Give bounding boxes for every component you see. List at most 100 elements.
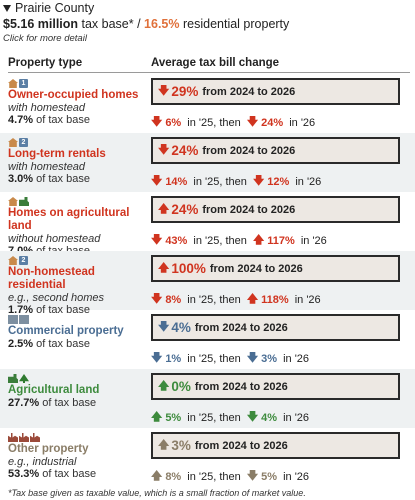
yearly-change-line: 🡇 43% in '25, then 🡅 117% in '26 xyxy=(151,231,327,250)
total-change-value: 29% xyxy=(171,84,199,99)
arrow-up-icon: 🡅 xyxy=(151,470,163,482)
change-2025-value: 43% xyxy=(165,234,188,247)
house-icon xyxy=(8,138,18,147)
total-change-box: 🡇 29% from 2024 to 2026 xyxy=(151,78,400,105)
change-2026-label: in '26 xyxy=(280,411,310,424)
tree-icon xyxy=(19,374,29,383)
residential-percent: 16.5% xyxy=(144,17,180,31)
change-2025-value: 1% xyxy=(165,352,182,365)
property-icons: 2 xyxy=(8,254,148,265)
total-change-range: from 2024 to 2026 xyxy=(209,262,303,275)
change-2025-label: in '25, then xyxy=(184,411,244,424)
property-icons xyxy=(8,372,148,383)
table-row[interactable]: Homes on agricultural land without homes… xyxy=(0,192,415,257)
property-icons xyxy=(8,195,148,206)
change-2025-value: 5% xyxy=(165,411,182,424)
total-change-value: 24% xyxy=(171,143,199,158)
change-2026-value: 4% xyxy=(261,411,278,424)
factory-icon xyxy=(30,433,40,442)
property-type-title: Commercial property xyxy=(8,325,124,337)
county-toggle[interactable]: Prairie County xyxy=(3,1,413,15)
disclosure-triangle-icon[interactable] xyxy=(3,4,11,12)
tax-base-share: 1.7% of tax base xyxy=(8,304,148,316)
property-type-cell: 2 Long-term rentals with homestead 3.0% … xyxy=(8,136,148,185)
tax-base-share-label: of tax base xyxy=(33,338,90,350)
property-type-subtitle: e.g., second homes xyxy=(8,292,105,304)
property-type-title: Other property xyxy=(8,443,89,455)
table-row[interactable]: Other property e.g., industrial 53.3% of… xyxy=(0,428,415,487)
county-header[interactable]: Prairie County $5.16 million tax base* /… xyxy=(3,1,413,44)
tax-base-share-value: 3.0% xyxy=(8,173,34,185)
tax-base-share: 3.0% of tax base xyxy=(8,173,148,185)
table-row[interactable]: 2 Non-homestead residential e.g., second… xyxy=(0,251,415,316)
property-icons xyxy=(8,313,148,324)
arrow-up-icon: 🡅 xyxy=(252,234,265,246)
yearly-change-line: 🡇 6% in '25, then 🡇 24% in '26 xyxy=(151,113,315,132)
tax-base-share-label: of tax base xyxy=(33,304,90,316)
tax-base-share: 53.3% of tax base xyxy=(8,468,148,480)
total-change-range: from 2024 to 2026 xyxy=(194,439,288,452)
change-2025-value: 6% xyxy=(165,116,182,129)
change-2026-label: in '26 xyxy=(297,234,327,247)
change-2025-value: 8% xyxy=(165,293,182,306)
arrow-down-icon: 🡇 xyxy=(158,321,170,333)
arrow-up-icon: 🡅 xyxy=(158,439,170,451)
yearly-change-line: 🡅 5% in '25, then 🡇 4% in '26 xyxy=(151,408,309,427)
arrow-down-icon: 🡇 xyxy=(151,293,163,305)
property-type-subtitle: with homestead xyxy=(8,102,86,114)
tax-base-share: 27.7% of tax base xyxy=(8,397,148,409)
arrow-down-icon: 🡇 xyxy=(246,352,259,364)
property-type-subtitle: without homestead xyxy=(8,233,101,245)
change-2026-label: in '26 xyxy=(291,293,321,306)
number-1-icon: 1 xyxy=(19,79,28,88)
total-change-range: from 2024 to 2026 xyxy=(194,321,288,334)
change-2025-label: in '25, then xyxy=(190,175,250,188)
property-type-title: Non-homestead residential xyxy=(8,266,95,291)
change-2026-label: in '26 xyxy=(280,470,310,483)
property-type-cell: 2 Non-homestead residential e.g., second… xyxy=(8,254,148,316)
change-2026-value: 24% xyxy=(261,116,284,129)
change-2025-value: 8% xyxy=(165,470,182,483)
county-name: Prairie County xyxy=(15,1,95,15)
property-type-title: Homes on agricultural land xyxy=(8,207,130,232)
change-2025-label: in '25, then xyxy=(184,352,244,365)
table-row[interactable]: Agricultural land 27.7% of tax base 🡅 0%… xyxy=(0,369,415,428)
table-row[interactable]: 1 Owner-occupied homes with homestead 4.… xyxy=(0,74,415,133)
property-type-subtitle: with homestead xyxy=(8,161,86,173)
change-2026-value: 118% xyxy=(261,293,289,306)
arrow-down-icon: 🡇 xyxy=(246,470,259,482)
arrow-down-icon: 🡇 xyxy=(246,411,259,423)
tax-base-share-value: 4.7% xyxy=(8,114,34,126)
tax-base-share-value: 27.7% xyxy=(8,397,40,409)
change-2025-label: in '25, then xyxy=(184,293,244,306)
tax-base-share-label: of tax base xyxy=(33,114,90,126)
table-row[interactable]: Commercial property 2.5% of tax base 🡇 4… xyxy=(0,310,415,369)
arrow-down-icon: 🡇 xyxy=(246,116,259,128)
property-type-cell: Commercial property 2.5% of tax base xyxy=(8,313,148,350)
property-type-cell: Homes on agricultural land without homes… xyxy=(8,195,148,257)
table-row[interactable]: 2 Long-term rentals with homestead 3.0% … xyxy=(0,133,415,192)
tax-base-share: 4.7% of tax base xyxy=(8,114,148,126)
yearly-change-line: 🡇 8% in '25, then 🡅 118% in '26 xyxy=(151,290,321,309)
arrow-down-icon: 🡇 xyxy=(158,144,170,156)
property-type-title: Owner-occupied homes xyxy=(8,89,139,101)
total-change-box: 🡇 4% from 2024 to 2026 xyxy=(151,314,400,341)
number-2-icon: 2 xyxy=(19,256,28,265)
house-icon xyxy=(8,256,18,265)
yearly-change-line: 🡇 1% in '25, then 🡇 3% in '26 xyxy=(151,349,309,368)
total-change-range: from 2024 to 2026 xyxy=(202,144,296,157)
change-2026-value: 3% xyxy=(261,352,278,365)
factory-icon xyxy=(8,433,18,442)
arrow-up-icon: 🡅 xyxy=(158,203,170,215)
change-2026-value: 5% xyxy=(261,470,278,483)
tax-base-share-label: of tax base xyxy=(39,468,97,480)
tax-base-share-label: of tax base xyxy=(39,397,97,409)
total-change-range: from 2024 to 2026 xyxy=(202,203,296,216)
arrow-up-icon: 🡅 xyxy=(246,293,259,305)
arrow-up-icon: 🡅 xyxy=(158,262,170,274)
county-summary: $5.16 million tax base* / 16.5% resident… xyxy=(3,16,413,32)
tax-base-share-value: 53.3% xyxy=(8,468,40,480)
total-change-range: from 2024 to 2026 xyxy=(202,85,296,98)
total-change-value: 4% xyxy=(171,320,191,335)
